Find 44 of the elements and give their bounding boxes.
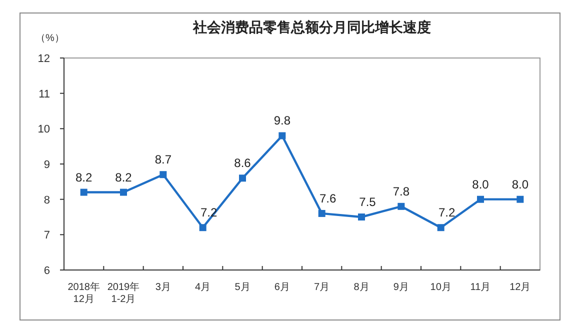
point [80,188,88,196]
x-tick-label: 7月 [314,282,330,293]
point [358,214,365,220]
y-tick-label: 7 [44,230,50,242]
data-label: 8.2 [115,170,132,184]
x-tick-label: 10月 [430,282,452,293]
point [278,132,286,140]
y-tick-label: 6 [44,265,50,277]
point [120,188,127,196]
point [160,171,167,178]
point [199,224,206,232]
x-tick-label: 2018年 12月 [68,281,100,305]
chart-title: 社会消费品零售总额分月同比增长速度 [192,19,431,35]
x-tick-label: 4月 [195,282,211,293]
y-axis-title: （%） [36,33,64,44]
x-tick-label: 9月 [393,282,409,293]
data-label: 8.0 [512,177,529,192]
y-tick-label: 12 [38,53,50,65]
point [398,202,405,210]
point [239,174,246,182]
x-tick-label: 6月 [274,282,290,293]
data-label: 8.7 [154,152,172,167]
x-tick-label: 8月 [354,282,370,293]
data-label: 8.6 [234,156,252,170]
y-tick-label: 11 [38,88,50,100]
x-tick-label: 5月 [234,282,250,293]
point [477,196,484,203]
point [437,224,444,232]
data-label: 7.6 [319,191,336,206]
data-label: 8.0 [472,177,490,192]
data-label: 7.2 [438,206,456,220]
point [516,196,524,203]
data-label: 9.8 [274,114,291,128]
x-tick-label: 12月 [510,282,531,293]
x-tick-label: 11月 [470,282,491,293]
y-tick-label: 10 [38,124,50,136]
data-label: 7.5 [359,195,376,209]
data-label: 8.2 [75,170,92,184]
data-label: 7.8 [392,184,410,198]
y-tick-label: 9 [44,159,50,171]
x-tick-label: 2019年 1-2月 [107,281,140,305]
x-tick-label: 3月 [155,282,171,293]
point [318,210,326,217]
y-tick-label: 8 [44,194,50,206]
